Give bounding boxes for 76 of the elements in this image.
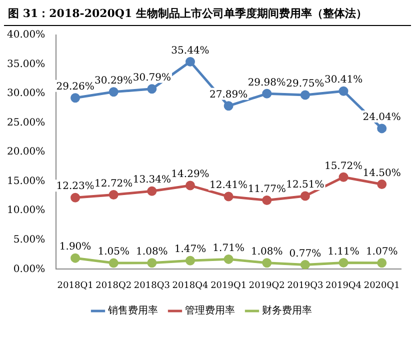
chart-title: 图 31：2018-2020Q1 生物制品上市公司单季度期间费用率（整体法） xyxy=(4,0,411,26)
x-tick-label: 2018Q1 xyxy=(57,280,94,291)
data-label: 1.08% xyxy=(136,246,168,258)
point xyxy=(224,254,234,264)
y-tick-label: 10.00% xyxy=(6,205,46,216)
y-tick-label: 40.00% xyxy=(6,30,46,41)
data-label: 1.07% xyxy=(366,246,398,258)
data-label: 15.72% xyxy=(324,160,363,172)
point xyxy=(262,258,272,268)
point xyxy=(70,93,80,103)
data-label: 1.71% xyxy=(212,242,244,254)
y-tick-label: 20.00% xyxy=(6,146,46,158)
point xyxy=(147,84,157,94)
x-tick-label: 2019Q1 xyxy=(210,280,247,291)
data-label: 30.79% xyxy=(132,72,171,84)
point xyxy=(70,253,80,263)
data-label: 24.04% xyxy=(362,112,401,124)
point xyxy=(262,196,272,206)
data-label: 1.90% xyxy=(59,242,92,253)
data-label: 30.41% xyxy=(324,74,363,86)
data-label: 0.77% xyxy=(289,248,322,260)
y-tick-label: 0.00% xyxy=(13,264,46,275)
point xyxy=(300,90,310,100)
data-label: 12.72% xyxy=(94,178,133,190)
y-tick-label: 25.00% xyxy=(6,117,46,128)
x-tick-label: 2019Q3 xyxy=(287,280,324,291)
y-tick-label: 35.00% xyxy=(6,58,46,70)
point xyxy=(338,258,348,268)
data-label: 1.47% xyxy=(174,244,206,256)
data-label: 12.41% xyxy=(209,180,248,192)
data-label: 1.11% xyxy=(328,246,360,258)
point xyxy=(108,258,118,268)
x-tick-label: 2018Q4 xyxy=(172,280,209,291)
legend-label: 财务费用率 xyxy=(262,304,312,317)
data-label: 29.26% xyxy=(56,81,94,92)
point xyxy=(377,180,387,190)
data-label: 14.50% xyxy=(362,168,401,179)
point xyxy=(147,186,157,196)
point xyxy=(377,124,387,134)
point xyxy=(300,260,310,270)
x-tick-label: 2019Q2 xyxy=(248,280,285,291)
data-label: 12.51% xyxy=(286,180,324,191)
data-label: 27.89% xyxy=(209,90,248,100)
x-tick-label: 2018Q2 xyxy=(96,280,132,291)
point xyxy=(70,192,80,202)
point xyxy=(185,256,195,266)
data-label: 1.08% xyxy=(250,246,283,258)
data-label: 14.29% xyxy=(171,169,210,180)
data-label: 30.29% xyxy=(94,75,133,86)
data-label: 29.98% xyxy=(248,77,286,88)
point xyxy=(108,87,118,97)
point xyxy=(185,56,195,66)
data-label: 1.05% xyxy=(98,246,130,258)
point xyxy=(338,86,348,96)
x-tick-label: 2018Q3 xyxy=(134,280,170,291)
point xyxy=(224,101,234,111)
legend-label: 管理费用率 xyxy=(185,304,235,317)
y-tick-label: 15.00% xyxy=(6,176,46,187)
x-tick-label: 2019Q4 xyxy=(326,280,362,291)
data-label: 29.75% xyxy=(286,78,324,90)
y-tick-label: 5.00% xyxy=(13,234,46,246)
data-label: 11.77% xyxy=(248,184,286,195)
point xyxy=(262,88,272,98)
point xyxy=(108,190,118,200)
data-label: 35.44% xyxy=(171,45,210,56)
legend-label: 销售费用率 xyxy=(107,304,158,317)
data-label: 12.23% xyxy=(56,181,94,192)
point xyxy=(224,192,234,202)
point xyxy=(147,258,157,268)
point xyxy=(338,172,348,182)
data-label: 13.34% xyxy=(132,174,171,186)
y-tick-label: 30.00% xyxy=(6,88,46,100)
point xyxy=(300,191,310,201)
point xyxy=(377,258,387,268)
x-tick-label: 2020Q1 xyxy=(364,280,400,291)
point xyxy=(185,180,195,190)
